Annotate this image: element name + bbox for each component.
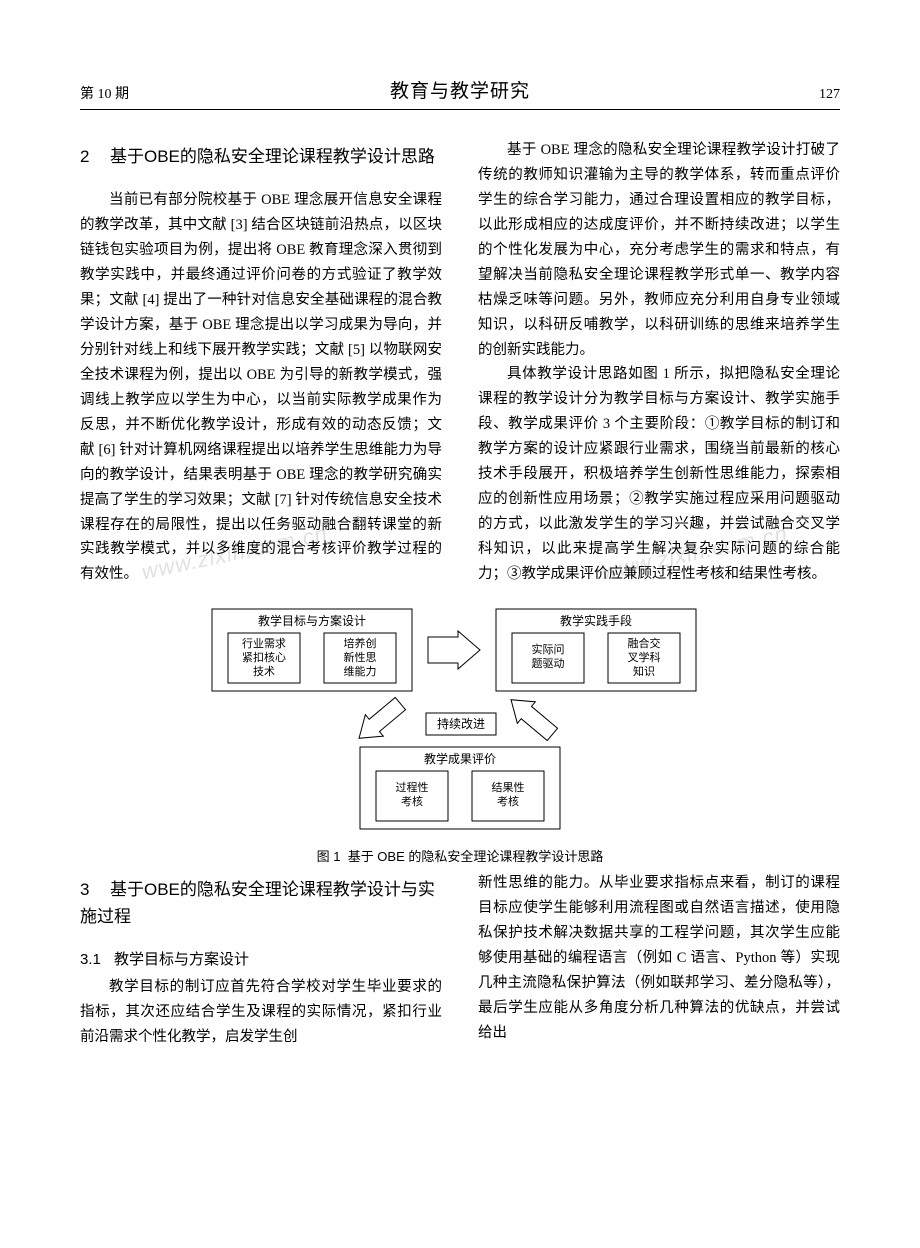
- section-2-right-para1: 基于 OBE 理念的隐私安全理论课程教学设计打破了传统的教师知识灌输为主导的教学…: [478, 138, 840, 362]
- section-3-left-para: 教学目标的制订应首先符合学校对学生毕业要求的指标，其次还应结合学生及课程的实际情…: [80, 975, 442, 1050]
- bottombox-sub1-l2: 考核: [401, 794, 423, 808]
- arrow-downright-icon: [502, 689, 561, 745]
- section-2-title: 基于OBE的隐私安全理论课程教学设计思路: [110, 147, 435, 166]
- columns-top: 2基于OBE的隐私安全理论课程教学设计思路 当前已有部分院校基于 OBE 理念展…: [80, 138, 840, 587]
- topbox2-title: 教学实践手段: [560, 613, 632, 628]
- figure-topbox-2: 教学实践手段 实际问 题驱动 融合交 叉学科 知识: [496, 609, 696, 691]
- topbox2-sub2-l2: 叉学科: [628, 650, 661, 664]
- topbox1-sub1-l3: 技术: [253, 665, 275, 678]
- bottombox-title: 教学成果评价: [424, 751, 496, 766]
- figure-1-caption: 图 1 基于 OBE 的隐私安全理论课程教学设计思路: [80, 846, 840, 865]
- col-right-bottom: 新性思维的能力。从毕业要求指标点来看，制订的课程目标应使学生能够利用流程图或自然…: [478, 871, 840, 1050]
- topbox1-title: 教学目标与方案设计: [258, 613, 366, 628]
- topbox1-sub1-l1: 行业需求: [242, 637, 286, 650]
- topbox2-sub1-l2: 题驱动: [532, 657, 565, 670]
- bottombox-sub1-l1: 过程性: [396, 780, 429, 794]
- arrow-upleft-icon: [350, 693, 409, 749]
- section-3-title: 基于OBE的隐私安全理论课程教学设计与实施过程: [80, 880, 435, 925]
- topbox2-sub2-l3: 知识: [633, 664, 655, 678]
- topbox2-sub2-l1: 融合交: [628, 636, 661, 650]
- bottombox-sub2-l2: 考核: [497, 794, 519, 808]
- figure-bottombox: 教学成果评价 过程性 考核 结果性 考核: [360, 747, 560, 829]
- figure-topbox-1: 教学目标与方案设计 行业需求 紧扣核心 技术 培养创 新性思 维能力: [212, 609, 412, 691]
- running-title: 教育与教学研究: [80, 76, 840, 103]
- arrow-right-icon: [428, 631, 480, 669]
- col-left-bottom: 3基于OBE的隐私安全理论课程教学设计与实施过程 3.1教学目标与方案设计 教学…: [80, 871, 442, 1050]
- topbox2-sub1-l1: 实际问: [532, 642, 565, 656]
- col-left-top: 2基于OBE的隐私安全理论课程教学设计思路 当前已有部分院校基于 OBE 理念展…: [80, 138, 442, 587]
- figure-1-caption-prefix: 图 1: [317, 849, 341, 864]
- section-3-heading: 3基于OBE的隐私安全理论课程教学设计与实施过程: [80, 877, 442, 930]
- section-2-right-para2: 具体教学设计思路如图 1 所示，拟把隐私安全理论课程的教学设计分为教学目标与方案…: [478, 362, 840, 586]
- col-right-top: 基于 OBE 理念的隐私安全理论课程教学设计打破了传统的教师知识灌输为主导的教学…: [478, 138, 840, 587]
- figure-1-caption-text: 基于 OBE 的隐私安全理论课程教学设计思路: [348, 849, 604, 864]
- running-head: 第 10 期 教育与教学研究 127: [80, 70, 840, 110]
- figure-1-svg: 教学目标与方案设计 行业需求 紧扣核心 技术 培养创 新性思 维能力 教学实践手…: [172, 605, 748, 835]
- section-3-right-para: 新性思维的能力。从毕业要求指标点来看，制订的课程目标应使学生能够利用流程图或自然…: [478, 871, 840, 1046]
- page: 第 10 期 教育与教学研究 127 www.zixin.com.cn www.…: [0, 0, 920, 1100]
- arrow-label-center: 持续改进: [426, 713, 496, 735]
- topbox1-sub2-l1: 培养创: [344, 636, 377, 650]
- section-3-1-title: 教学目标与方案设计: [114, 951, 249, 968]
- page-number: 127: [819, 87, 840, 103]
- topbox1-sub2-l3: 维能力: [344, 664, 377, 678]
- arrow-label-text: 持续改进: [437, 716, 485, 731]
- columns-bottom: 3基于OBE的隐私安全理论课程教学设计与实施过程 3.1教学目标与方案设计 教学…: [80, 871, 840, 1050]
- section-3-number: 3: [80, 877, 110, 903]
- bottombox-sub2-l1: 结果性: [492, 780, 525, 794]
- section-3-1-heading: 3.1教学目标与方案设计: [80, 948, 442, 969]
- topbox1-sub1-l2: 紧扣核心: [242, 650, 286, 664]
- topbox1-sub2-l2: 新性思: [344, 650, 377, 664]
- section-2-left-para: 当前已有部分院校基于 OBE 理念展开信息安全课程的教学改革，其中文献 [3] …: [80, 188, 442, 587]
- section-2-number: 2: [80, 144, 110, 170]
- figure-1: 教学目标与方案设计 行业需求 紧扣核心 技术 培养创 新性思 维能力 教学实践手…: [80, 605, 840, 865]
- section-3-1-number: 3.1: [80, 951, 114, 968]
- section-2-heading: 2基于OBE的隐私安全理论课程教学设计思路: [80, 144, 442, 170]
